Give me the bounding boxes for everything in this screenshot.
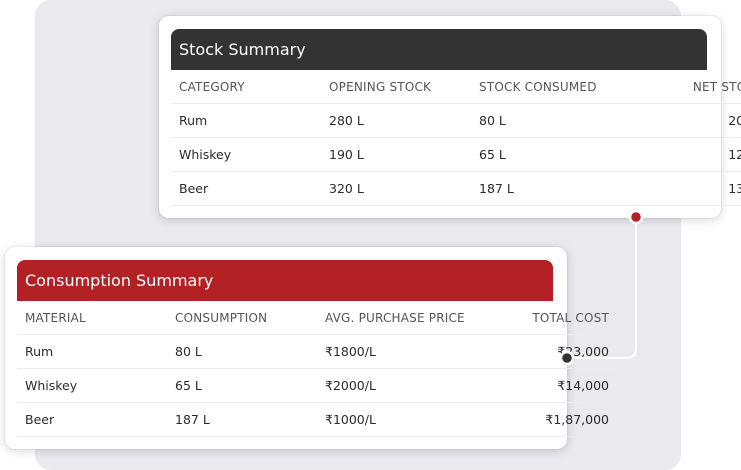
- consumption-summary-title: Consumption Summary: [17, 260, 553, 301]
- table-row: Rum 280 L 80 L 200 L: [171, 103, 741, 138]
- connector-end-dot: [559, 350, 575, 366]
- connector-start-dot: [628, 209, 644, 225]
- cell-total-cost: ₹14,000: [467, 368, 617, 403]
- column-header-avg-purchase-price: AVG. PURCHASE PRICE: [317, 301, 467, 335]
- cell-consumption: 65 L: [167, 368, 317, 403]
- stock-summary-title: Stock Summary: [171, 29, 707, 70]
- table-header-row: CATEGORY OPENING STOCK STOCK CONSUMED NE…: [171, 70, 741, 104]
- cell-category: Whiskey: [171, 137, 321, 172]
- cell-opening-stock: 320 L: [321, 171, 471, 206]
- table-row: Whiskey 190 L 65 L 125 L: [171, 137, 741, 172]
- cell-net-stock: 200 L: [621, 103, 741, 138]
- cell-opening-stock: 190 L: [321, 137, 471, 172]
- column-header-net-stock: NET STOCK: [621, 70, 741, 104]
- cell-avg-purchase-price: ₹1800/L: [317, 334, 467, 369]
- column-header-total-cost: TOTAL COST: [467, 301, 617, 335]
- cell-net-stock: 133 L: [621, 171, 741, 206]
- cell-avg-purchase-price: ₹1000/L: [317, 402, 467, 437]
- column-header-stock-consumed: STOCK CONSUMED: [471, 70, 621, 104]
- column-header-consumption: CONSUMPTION: [167, 301, 317, 335]
- cell-stock-consumed: 65 L: [471, 137, 621, 172]
- cell-stock-consumed: 80 L: [471, 103, 621, 138]
- cell-consumption: 187 L: [167, 402, 317, 437]
- cell-material: Whiskey: [17, 368, 167, 403]
- stock-summary-table: CATEGORY OPENING STOCK STOCK CONSUMED NE…: [171, 70, 741, 206]
- stock-summary-card: Stock Summary CATEGORY OPENING STOCK STO…: [159, 16, 741, 218]
- column-header-category: CATEGORY: [171, 70, 321, 104]
- column-header-material: MATERIAL: [17, 301, 167, 335]
- cell-stock-consumed: 187 L: [471, 171, 621, 206]
- table-row: Beer 187 L ₹1000/L ₹1,87,000: [17, 402, 617, 437]
- cell-material: Beer: [17, 402, 167, 437]
- table-row: Whiskey 65 L ₹2000/L ₹14,000: [17, 368, 617, 403]
- cell-consumption: 80 L: [167, 334, 317, 369]
- table-header-row: MATERIAL CONSUMPTION AVG. PURCHASE PRICE…: [17, 301, 617, 335]
- cell-category: Rum: [171, 103, 321, 138]
- column-header-opening-stock: OPENING STOCK: [321, 70, 471, 104]
- cell-avg-purchase-price: ₹2000/L: [317, 368, 467, 403]
- cell-opening-stock: 280 L: [321, 103, 471, 138]
- cell-total-cost: ₹1,87,000: [467, 402, 617, 437]
- table-row: Beer 320 L 187 L 133 L: [171, 171, 741, 206]
- cell-material: Rum: [17, 334, 167, 369]
- cell-net-stock: 125 L: [621, 137, 741, 172]
- connector-path: [567, 217, 637, 359]
- cell-category: Beer: [171, 171, 321, 206]
